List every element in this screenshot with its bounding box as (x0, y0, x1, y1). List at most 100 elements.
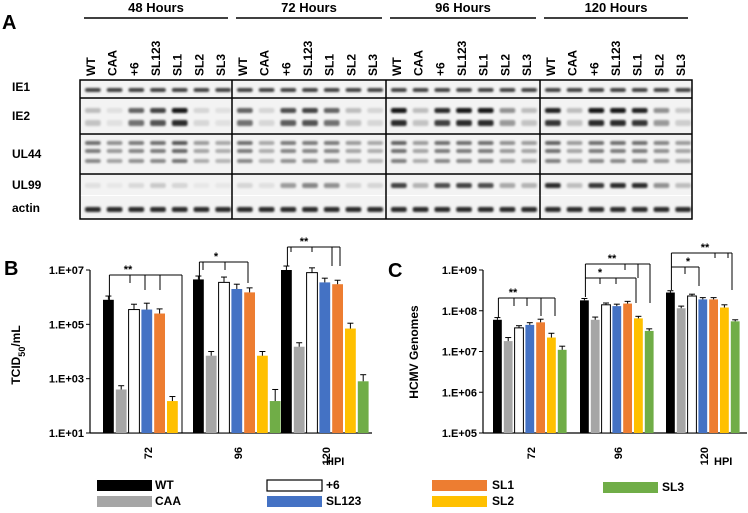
blot-band (610, 88, 626, 92)
blot-band (258, 141, 275, 145)
blot-band (237, 120, 253, 126)
blot-band (302, 141, 318, 145)
blot-band (171, 108, 188, 113)
blot-band (566, 159, 583, 163)
protein-label: actin (12, 201, 40, 215)
bar-SL3-96 (644, 330, 654, 433)
blot-band (85, 141, 101, 145)
blot-band (477, 108, 494, 113)
blot-band (675, 141, 691, 145)
y-axis-label: TCID50/mL (9, 325, 27, 384)
blot-band (106, 149, 123, 153)
blot-band (215, 149, 231, 153)
legend-label-SL3: SL3 (662, 480, 684, 494)
blot-band (675, 159, 691, 163)
blot-band (215, 183, 231, 188)
timepoint-header: 72 Hours (281, 0, 337, 15)
lane-label: SL3 (366, 54, 380, 76)
x-category-label: 96 (613, 447, 625, 459)
blot-band (237, 183, 253, 188)
blot-band (85, 88, 101, 92)
lane-label: SL1 (477, 54, 491, 76)
bar-SL3-96 (269, 401, 281, 433)
blot-band (280, 159, 297, 163)
blot-band (280, 149, 297, 153)
blot-band (521, 207, 537, 212)
blot-band (631, 149, 648, 153)
bar-SL2-72 (547, 337, 556, 433)
bar-SL123-96 (231, 288, 243, 433)
bar-SL123-120 (698, 299, 708, 433)
blot-band (106, 88, 123, 92)
bar-SL1-120 (332, 284, 343, 433)
lane-label: SL123 (301, 40, 315, 76)
legend-label-SL2: SL2 (492, 494, 514, 508)
blot-band (193, 141, 210, 145)
bar-WT-72 (103, 299, 114, 433)
blot-band (653, 149, 670, 153)
blot-band (85, 149, 101, 153)
blot-band (391, 120, 407, 126)
lane-label: +6 (433, 62, 447, 76)
blot-band (258, 149, 275, 153)
blot-band (499, 120, 516, 126)
blot-band (412, 141, 429, 145)
blot-band (323, 159, 340, 163)
x-category-label: 72 (526, 447, 538, 459)
significance-label: ** (701, 242, 710, 254)
blot-band (588, 88, 605, 92)
blot-band (566, 149, 583, 153)
blot-band (588, 159, 605, 163)
blot-band (545, 141, 561, 145)
x-unit-label: HPI (714, 456, 732, 468)
blot-band (412, 207, 429, 212)
blot-band (545, 159, 561, 163)
protein-label: IE2 (12, 109, 30, 123)
y-tick-label: 1.E+06 (442, 387, 477, 399)
blot-band (150, 207, 166, 212)
blot-band (193, 159, 210, 163)
blot-band (675, 207, 691, 212)
significance-label: ** (300, 236, 309, 248)
blot-band (521, 88, 537, 92)
blot-band (193, 149, 210, 153)
blot-band (215, 88, 231, 92)
blot-band (367, 108, 383, 113)
blot-band (150, 108, 166, 113)
lane-label: CAA (106, 50, 120, 76)
blot-band (631, 159, 648, 163)
blot-band (391, 159, 407, 163)
blot-band (653, 108, 670, 113)
bar-+6-72 (514, 327, 524, 434)
bar-SL3-120 (730, 321, 740, 433)
blot-band (128, 159, 145, 163)
blot-band (588, 149, 605, 153)
blot-band (280, 88, 297, 92)
blot-band (345, 88, 362, 92)
blot-band (434, 120, 451, 126)
blot-band (171, 159, 188, 163)
panel-b-titer-chart: 1.E+01 1.E+03 1.E+05 1.E+07 TCID50/mL 72 96 120… (9, 236, 372, 468)
blot-band (566, 108, 583, 113)
blot-band (345, 159, 362, 163)
bar-SL2-72 (167, 401, 178, 433)
blot-band (150, 183, 166, 188)
y-tick-label: 1.E+05 (49, 319, 84, 331)
blot-band (367, 141, 383, 145)
blot-band (150, 120, 166, 126)
bar-CAA-72 (503, 341, 513, 433)
blot-band (653, 183, 670, 188)
blot-band (477, 141, 494, 145)
blot-band (237, 141, 253, 145)
blot-band (171, 149, 188, 153)
blot-band (653, 159, 670, 163)
timepoint-header: 48 Hours (128, 0, 184, 15)
blot-band (323, 108, 340, 113)
lane-label: SL123 (455, 40, 469, 76)
blot-band (106, 120, 123, 126)
x-unit-label: HPI (326, 456, 344, 468)
blot-band (521, 149, 537, 153)
blot-band (258, 159, 275, 163)
blot-band (367, 159, 383, 163)
blot-band (106, 159, 123, 163)
